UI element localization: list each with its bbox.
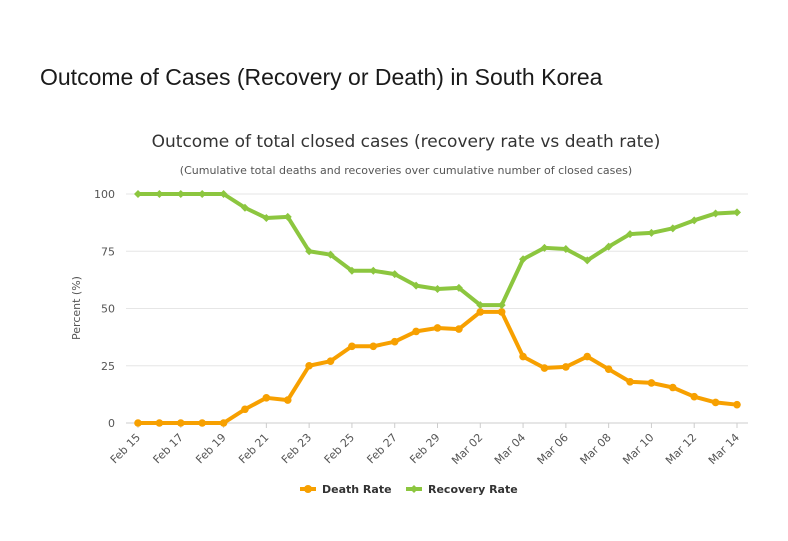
- death-rate-point[interactable]: [155, 419, 164, 427]
- death-rate-point[interactable]: [519, 352, 527, 361]
- death-rate-point[interactable]: [433, 324, 442, 332]
- recovery-rate-point[interactable]: [519, 255, 528, 264]
- legend-label: Death Rate: [322, 483, 392, 496]
- recovery-rate-series: [134, 190, 741, 310]
- page-heading: Outcome of Cases (Recovery or Death) in …: [40, 64, 603, 90]
- recovery-rate-point[interactable]: [369, 266, 378, 275]
- legend-marker: [410, 485, 418, 493]
- y-axis-label: Percent (%): [70, 276, 83, 340]
- chart-title: Outcome of total closed cases (recovery …: [152, 132, 661, 152]
- y-tick-label: 50: [101, 303, 115, 316]
- death-rate-point[interactable]: [669, 383, 677, 392]
- x-tick-label: Mar 02: [449, 431, 485, 467]
- legend-marker: [304, 485, 312, 493]
- chart-subtitle: (Cumulative total deaths and recoveries …: [180, 164, 632, 177]
- death-rate-point[interactable]: [647, 379, 656, 387]
- x-tick-label: Feb 15: [108, 431, 143, 466]
- recovery-rate-point[interactable]: [668, 224, 677, 233]
- recovery-rate-point[interactable]: [733, 208, 741, 217]
- recovery-rate-point[interactable]: [347, 266, 356, 275]
- recovery-rate-point[interactable]: [305, 247, 314, 256]
- x-tick-label: Mar 06: [535, 431, 571, 467]
- x-tick-label: Mar 12: [663, 431, 699, 467]
- death-rate-point[interactable]: [626, 377, 634, 386]
- x-tick-label: Mar 14: [706, 431, 742, 467]
- death-rate-point[interactable]: [348, 342, 356, 351]
- death-rate-point[interactable]: [219, 419, 228, 427]
- death-rate-point[interactable]: [262, 394, 271, 402]
- death-rate-point[interactable]: [497, 308, 506, 316]
- death-rate-point[interactable]: [476, 308, 485, 316]
- death-rate-point[interactable]: [562, 363, 570, 371]
- recovery-rate-point[interactable]: [604, 242, 613, 251]
- death-rate-point[interactable]: [134, 419, 142, 427]
- recovery-rate-point[interactable]: [283, 212, 292, 221]
- y-tick-label: 100: [94, 188, 115, 201]
- x-tick-label: Feb 17: [151, 431, 186, 466]
- death-rate-point[interactable]: [540, 364, 549, 372]
- recovery-rate-point[interactable]: [454, 283, 463, 292]
- x-tick-label: Feb 25: [322, 431, 357, 466]
- death-rate-point[interactable]: [690, 392, 699, 401]
- death-rate-series: [134, 308, 741, 427]
- recovery-rate-point[interactable]: [176, 190, 185, 198]
- x-tick-label: Feb 23: [279, 431, 314, 466]
- recovery-rate-point[interactable]: [497, 301, 506, 310]
- recovery-rate-point[interactable]: [198, 190, 207, 198]
- x-tick-label: Mar 04: [492, 431, 528, 467]
- death-rate-point[interactable]: [412, 327, 420, 336]
- death-rate-point[interactable]: [583, 352, 592, 361]
- death-rate-point[interactable]: [455, 325, 463, 333]
- y-tick-label: 0: [108, 417, 115, 430]
- recovery-rate-point[interactable]: [690, 216, 699, 225]
- death-rate-point[interactable]: [176, 419, 185, 427]
- death-rate-point[interactable]: [733, 400, 741, 409]
- recovery-rate-point[interactable]: [390, 270, 399, 279]
- x-tick-label: Mar 08: [578, 431, 614, 467]
- death-rate-point[interactable]: [604, 365, 613, 373]
- recovery-rate-point[interactable]: [326, 250, 335, 259]
- death-rate-point[interactable]: [283, 396, 292, 404]
- recovery-rate-point[interactable]: [561, 244, 570, 253]
- recovery-rate-point[interactable]: [240, 203, 249, 212]
- recovery-rate-point[interactable]: [262, 214, 271, 223]
- death-rate-point[interactable]: [198, 419, 206, 427]
- recovery-rate-point[interactable]: [711, 209, 720, 218]
- legend-label: Recovery Rate: [428, 483, 518, 496]
- x-tick-label: Feb 29: [407, 431, 442, 466]
- death-rate-point[interactable]: [326, 357, 335, 365]
- recovery-rate-point[interactable]: [476, 301, 485, 310]
- recovery-rate-point[interactable]: [540, 243, 549, 252]
- legend-item-death-rate[interactable]: Death Rate: [300, 483, 392, 496]
- recovery-rate-point[interactable]: [134, 190, 142, 198]
- y-tick-label: 25: [101, 360, 115, 373]
- recovery-rate-point[interactable]: [219, 190, 228, 198]
- recovery-rate-point[interactable]: [647, 228, 656, 237]
- recovery-rate-point[interactable]: [433, 285, 442, 294]
- recovery-rate-point[interactable]: [155, 190, 164, 198]
- recovery-rate-point[interactable]: [583, 256, 592, 265]
- y-tick-label: 75: [101, 245, 115, 258]
- legend-item-recovery-rate[interactable]: Recovery Rate: [406, 483, 518, 496]
- x-tick-label: Mar 10: [620, 431, 656, 467]
- death-rate-point[interactable]: [390, 337, 399, 346]
- death-rate-point[interactable]: [305, 361, 313, 370]
- death-rate-point[interactable]: [241, 405, 249, 414]
- death-rate-point[interactable]: [369, 342, 378, 351]
- x-tick-label: Feb 21: [236, 431, 271, 466]
- x-tick-label: Feb 27: [364, 431, 399, 466]
- recovery-rate-point[interactable]: [412, 281, 421, 290]
- death-rate-point[interactable]: [711, 398, 720, 407]
- recovery-rate-point[interactable]: [626, 230, 635, 239]
- x-tick-label: Feb 19: [193, 431, 228, 466]
